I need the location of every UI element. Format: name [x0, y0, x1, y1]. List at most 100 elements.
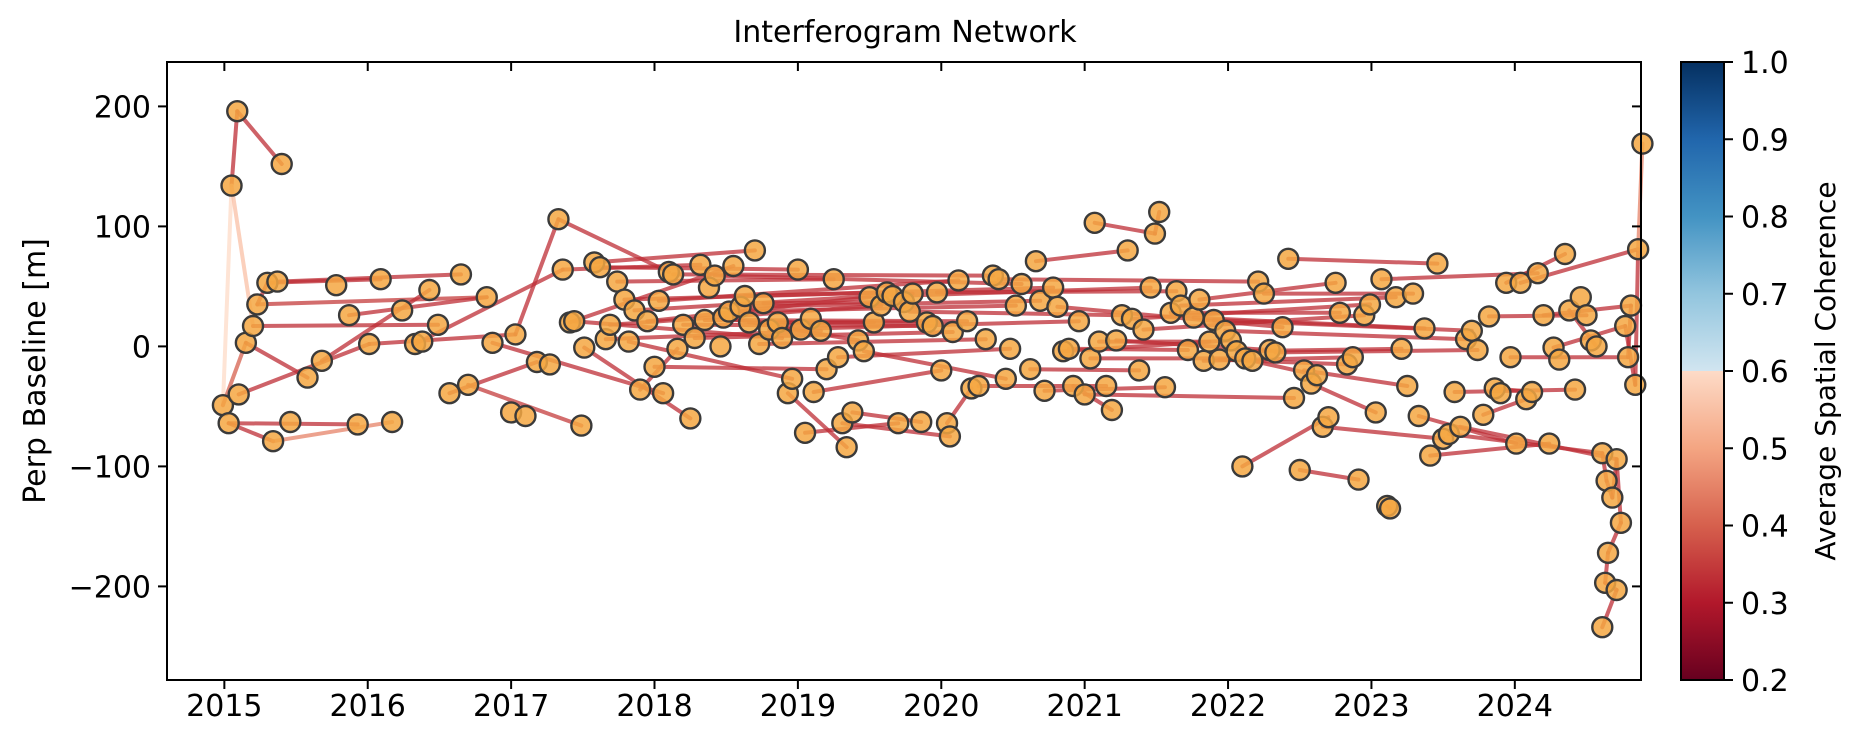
acquisition-node	[1520, 380, 1544, 404]
network-edge	[712, 273, 1024, 286]
y-tick-label: 100	[94, 210, 151, 245]
acquisition-node	[835, 436, 858, 459]
acquisition-node	[246, 293, 269, 316]
acquisition-node	[1328, 301, 1352, 324]
acquisition-node	[1605, 578, 1628, 602]
colorbar-tick-label: 0.6	[1741, 355, 1789, 390]
acquisition-node	[1143, 222, 1167, 245]
acquisition-node	[1370, 268, 1393, 291]
acquisition-node	[722, 254, 745, 278]
acquisition-node	[1004, 294, 1028, 317]
acquisition-node	[1538, 432, 1561, 455]
acquisition-node	[1305, 364, 1329, 387]
acquisition-node	[1018, 358, 1042, 381]
acquisition-node	[1426, 252, 1449, 275]
acquisition-node	[1100, 398, 1124, 422]
acquisition-node	[1505, 432, 1528, 455]
chart-title: Interferogram Network	[733, 15, 1077, 50]
acquisition-node	[217, 412, 240, 435]
plot-frame	[166, 61, 1642, 681]
acquisition-node	[1605, 448, 1628, 471]
acquisition-node	[998, 337, 1022, 360]
acquisition-node	[547, 207, 570, 231]
x-tick-label: 2020	[903, 689, 979, 724]
acquisition-node	[570, 414, 593, 437]
acquisition-node	[1067, 310, 1091, 333]
acquisition-node	[822, 268, 845, 291]
acquisition-node	[369, 268, 392, 291]
acquisition-node	[1231, 455, 1254, 478]
acquisition-node	[703, 264, 726, 287]
acquisition-node	[1252, 282, 1276, 305]
acquisition-node	[967, 374, 990, 398]
acquisition-node	[643, 355, 666, 378]
acquisition-node	[261, 430, 285, 453]
acquisition-node	[449, 263, 473, 286]
acquisition-node	[651, 382, 675, 405]
acquisition-node	[1033, 379, 1056, 402]
acquisition-node	[573, 336, 596, 359]
colorbar-tick-label: 0.8	[1741, 201, 1789, 236]
acquisition-node	[1271, 316, 1294, 339]
acquisition-node	[1288, 458, 1311, 482]
acquisition-node	[279, 410, 302, 434]
acquisition-node	[1264, 341, 1287, 364]
acquisition-node	[1094, 374, 1118, 398]
acquisition-node	[337, 304, 361, 327]
acquisition-node	[1396, 374, 1419, 398]
acquisition-node	[679, 407, 702, 430]
acquisition-node	[733, 284, 757, 308]
acquisition-node	[481, 331, 504, 354]
acquisition-node	[1241, 349, 1264, 372]
acquisition-node	[1532, 304, 1555, 327]
acquisition-node	[296, 366, 319, 389]
acquisition-node	[226, 99, 249, 123]
network-edge	[229, 109, 240, 188]
colorbar: 0.2 0.3 0.4 0.5 0.6 0.7 0.8 0.9 1.0 Average Spat…	[1680, 46, 1842, 699]
y-tick-label: −100	[69, 450, 151, 485]
acquisition-node	[852, 340, 876, 363]
acquisition-node	[1341, 346, 1364, 369]
acquisition-node	[1526, 262, 1549, 285]
network-edge	[556, 217, 671, 274]
acquisition-node	[938, 425, 962, 448]
acquisition-node	[1401, 282, 1425, 305]
acquisition-node	[1378, 497, 1402, 520]
acquisition-node	[1198, 330, 1221, 353]
network-edge	[850, 410, 924, 424]
network-edge	[1309, 381, 1378, 415]
acquisition-node	[346, 413, 369, 436]
y-axis-label: Perp Baseline [m]	[18, 238, 53, 504]
acquisition-node	[1105, 329, 1128, 352]
y-tick-label: 200	[94, 90, 151, 125]
colorbar-tick-label: 1.0	[1741, 46, 1789, 81]
acquisition-node	[418, 278, 441, 302]
acquisition-node	[1616, 346, 1640, 369]
acquisition-node	[1024, 250, 1048, 273]
colorbar-tick-label: 0.2	[1741, 664, 1789, 699]
acquisition-node	[743, 239, 767, 262]
acquisition-node	[947, 269, 970, 292]
x-tick-label: 2021	[1046, 689, 1122, 724]
network-edge	[1082, 392, 1297, 400]
network-edge	[811, 368, 944, 394]
acquisition-node	[786, 258, 810, 281]
colorbar-tick-label: 0.9	[1741, 123, 1789, 158]
acquisition-node	[1148, 200, 1171, 224]
acquisition-node	[1358, 293, 1382, 316]
acquisition-node	[1153, 376, 1177, 399]
acquisition-node	[1188, 288, 1211, 311]
acquisition-node	[1407, 404, 1430, 428]
acquisition-node	[1010, 272, 1033, 296]
network-edge	[1028, 367, 1142, 373]
acquisition-node	[921, 314, 944, 338]
acquisition-node	[1460, 319, 1484, 342]
x-tick-label: 2018	[616, 689, 692, 724]
acquisition-node	[551, 258, 574, 281]
acquisition-node	[994, 367, 1018, 390]
acquisition-node	[955, 310, 979, 333]
acquisition-node	[456, 373, 480, 396]
acquisition-node	[1509, 271, 1532, 294]
acquisition-node	[1563, 378, 1587, 401]
